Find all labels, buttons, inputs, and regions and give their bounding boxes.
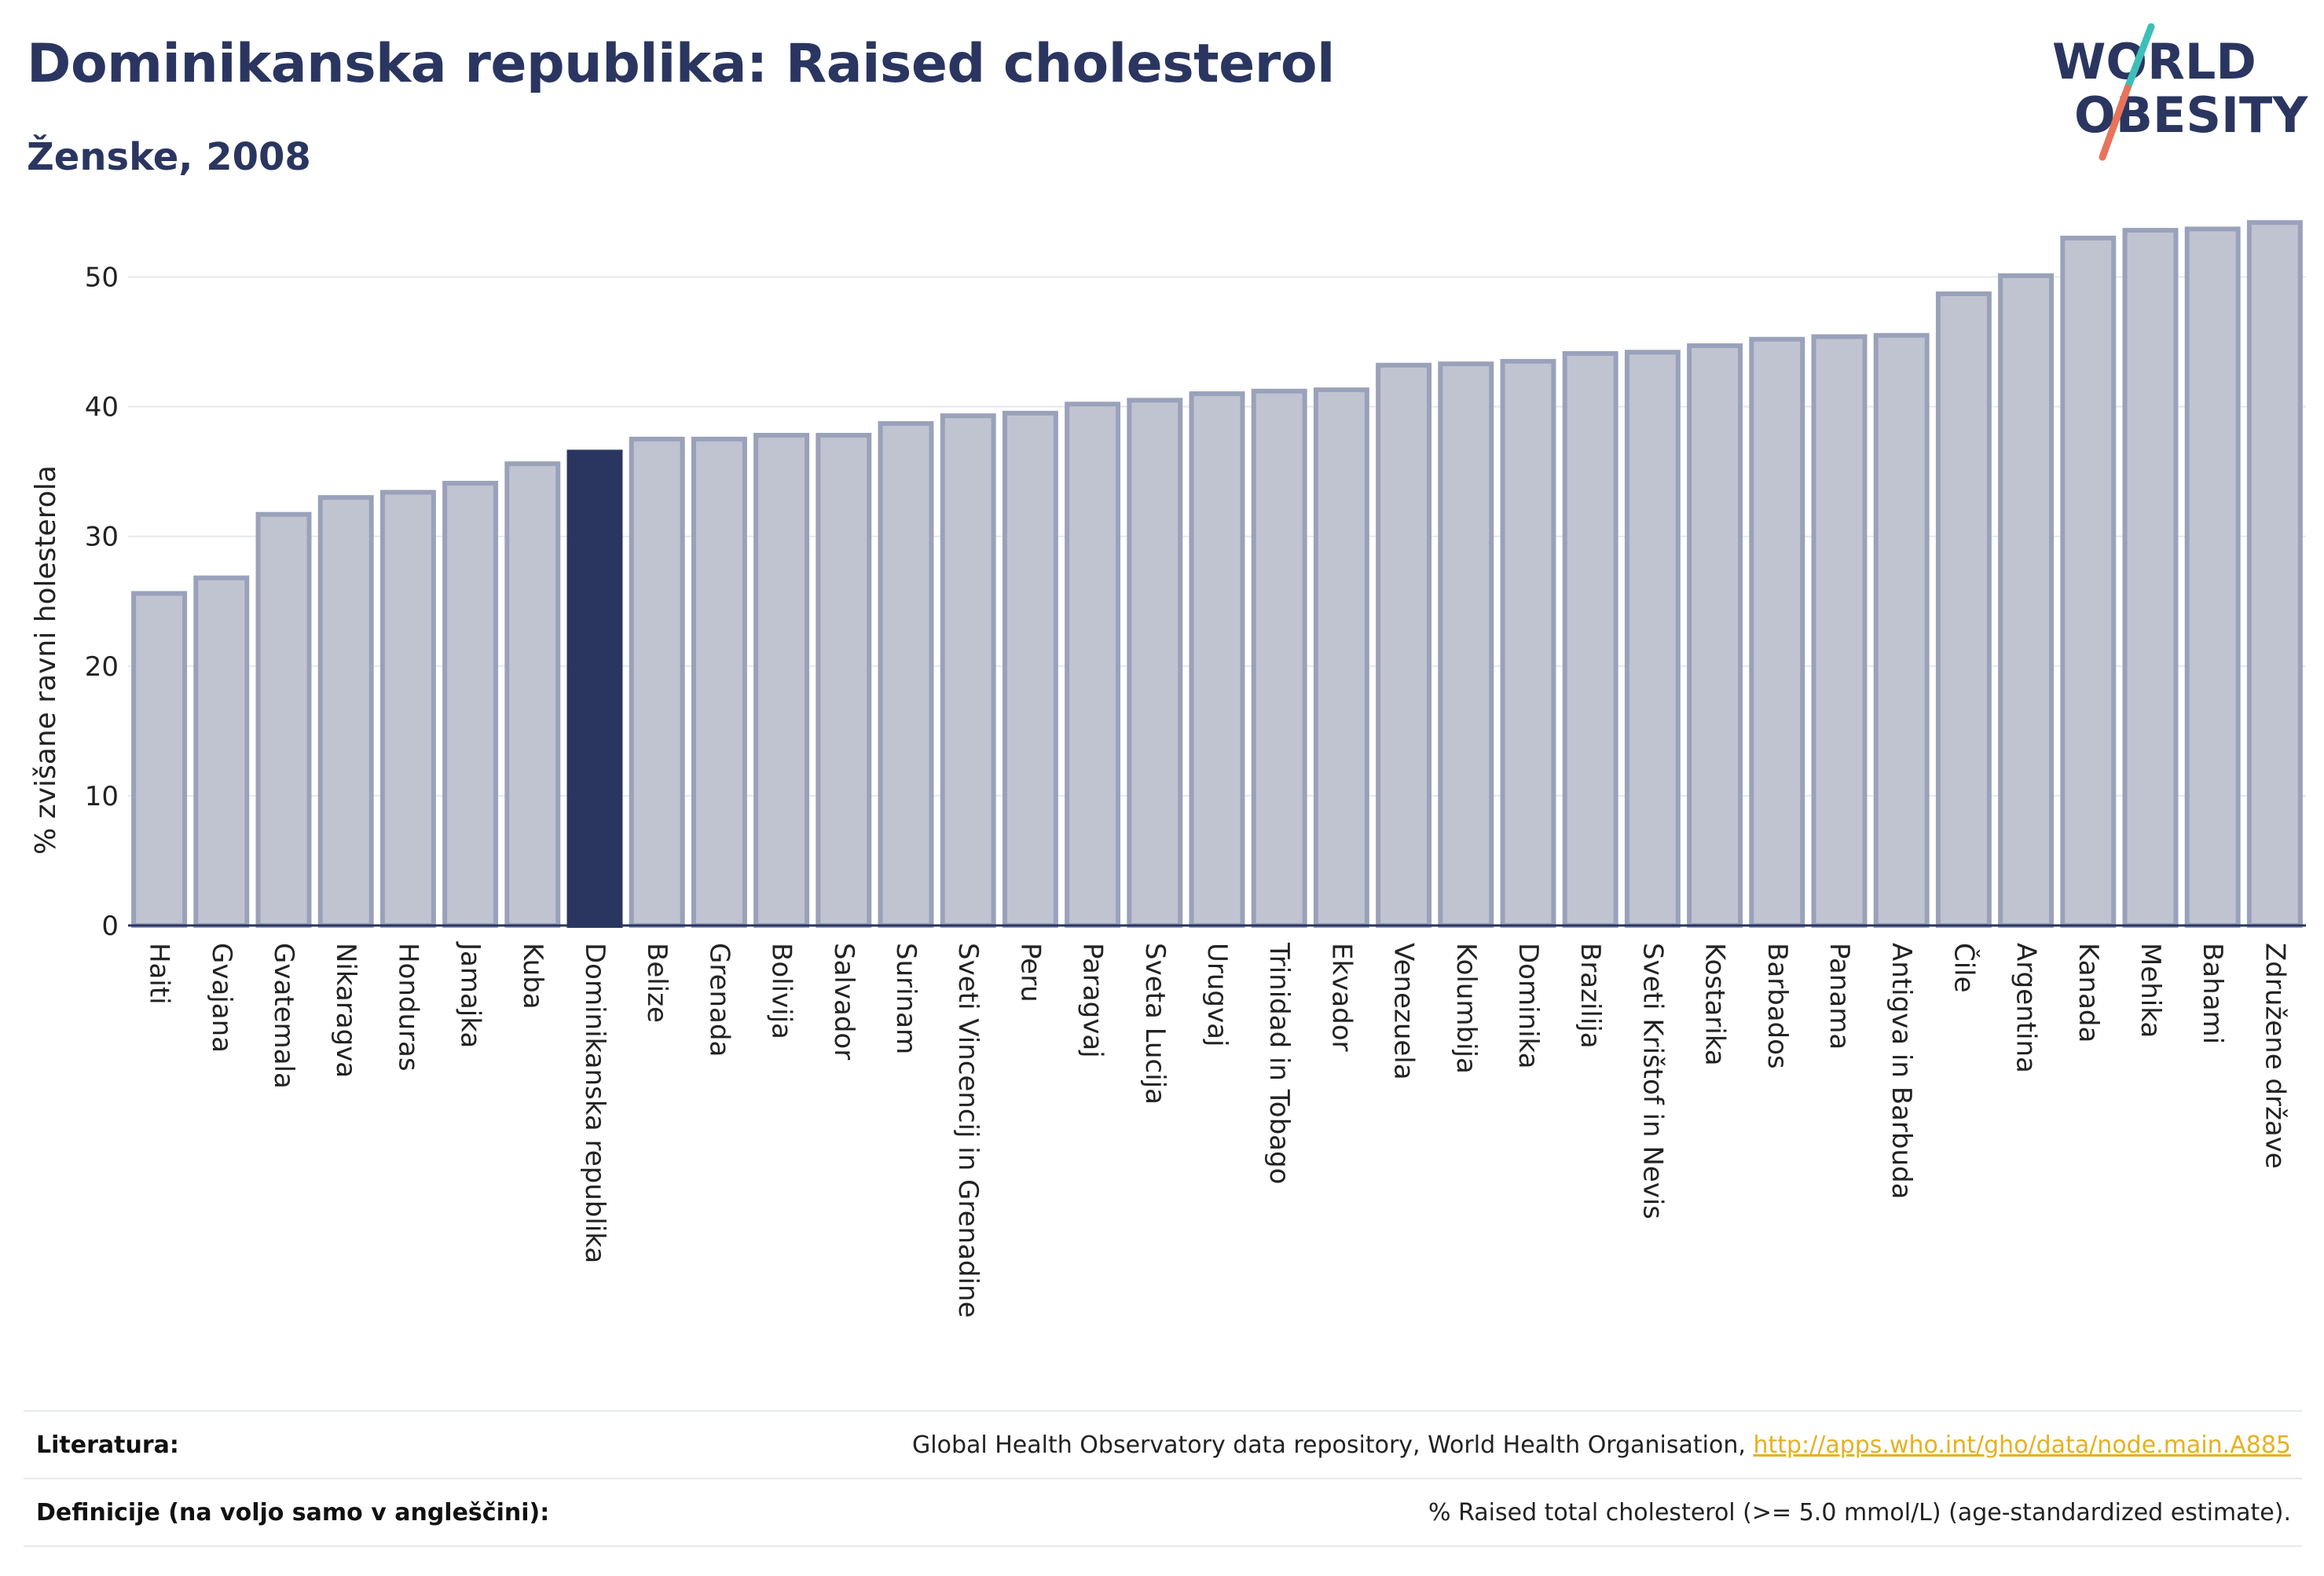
y-tick-label: 0 [101, 911, 119, 942]
x-tick-label: Paragvaj [1077, 943, 1109, 1058]
bars [131, 220, 2303, 929]
x-tick-label: Nikaragva [330, 943, 361, 1078]
x-tick-label: Grenada [703, 943, 735, 1057]
x-tick-label: Honduras [392, 943, 423, 1072]
bar[interactable] [1500, 358, 1556, 928]
bar[interactable] [629, 436, 685, 928]
y-tick-label: 20 [85, 651, 119, 683]
reference-row-source: Literatura: Global Health Observatory da… [24, 1410, 2302, 1478]
definition-text: % Raised total cholesterol (>= 5.0 mmol/… [1428, 1498, 2291, 1527]
bar-chart: 0 10 20 30 40 50 Haiti Gvajana Gvatemala Nikarag… [30, 220, 2306, 1318]
x-tick-label: Urugvaj [1201, 943, 1233, 1046]
y-tick-label: 50 [85, 262, 119, 294]
y-axis-label: % zvišane ravni holesterola [30, 465, 62, 855]
source-label: Literatura: [36, 1431, 179, 1459]
references-table: Literatura: Global Health Observatory da… [24, 1410, 2302, 1547]
logo-slash-top [2124, 23, 2155, 92]
bar[interactable] [1189, 391, 1245, 928]
bar[interactable] [255, 511, 312, 928]
bar[interactable] [131, 591, 188, 928]
source-value: Global Health Observatory data repositor… [912, 1431, 2302, 1459]
bar[interactable] [442, 481, 499, 928]
x-tick-label: Trinidad in Tobago [1263, 942, 1295, 1184]
bar[interactable] [379, 489, 436, 928]
bar[interactable] [1624, 350, 1681, 929]
x-tick-label: Sveti Krištof in Nevis [1637, 943, 1668, 1219]
bar[interactable] [1002, 410, 1058, 928]
bar[interactable] [753, 432, 810, 928]
x-tick-label: Kostarika [1699, 943, 1731, 1066]
bar[interactable] [193, 575, 250, 928]
x-tick-label: Bolivija [766, 943, 797, 1039]
bar[interactable] [816, 432, 872, 928]
x-tick-label: Jamajka [455, 941, 486, 1048]
bar[interactable] [1749, 336, 1805, 929]
x-tick-label: Sveti Vincencij in Grenadine [952, 943, 984, 1318]
reference-row-definition: Definicije (na voljo samo v angleščini):… [24, 1478, 2302, 1547]
x-tick-label: Haiti [144, 943, 175, 1005]
bar[interactable] [940, 413, 996, 928]
definition-label: Definicije (na voljo samo v angleščini): [36, 1498, 550, 1527]
x-tick-label: Kanada [2073, 943, 2104, 1043]
chart-subtitle: Ženske, 2008 [27, 135, 311, 179]
bar[interactable] [1438, 361, 1494, 928]
x-tick-label: Gvajana [206, 943, 237, 1053]
x-tick-label: Belize [641, 943, 673, 1023]
x-tick-label: Argentina [2011, 943, 2042, 1073]
x-axis-ticks: Haiti Gvajana Gvatemala Nikaragva Honduras Ja… [144, 941, 2291, 1318]
bar-highlight[interactable] [566, 449, 623, 928]
bar[interactable] [2122, 228, 2179, 928]
bar[interactable] [2060, 236, 2117, 928]
x-tick-label: Panama [1824, 943, 1855, 1050]
y-tick-label: 30 [85, 522, 119, 553]
x-tick-label: Antigva in Barbuda [1886, 943, 1917, 1199]
x-tick-label: Dominikanska republika [579, 943, 610, 1263]
x-tick-label: Surinam [890, 943, 922, 1054]
bar[interactable] [1376, 362, 1432, 929]
bar[interactable] [1562, 350, 1618, 928]
world-obesity-logo[interactable]: WORLD OBESITY [2043, 22, 2310, 163]
chart-title: Dominikanska republika: Raised cholester… [27, 33, 1335, 95]
bar[interactable] [2184, 226, 2241, 929]
x-tick-label: Kuba [517, 943, 548, 1010]
x-tick-label: Peru [1014, 943, 1046, 1002]
bar[interactable] [1811, 334, 1868, 929]
bar[interactable] [317, 495, 374, 928]
x-tick-label: Kolumbija [1450, 943, 1482, 1074]
x-tick-label: Mehika [2135, 943, 2166, 1038]
y-axis-ticks: 0 10 20 30 40 50 [85, 262, 119, 942]
bar[interactable] [504, 461, 561, 928]
bar[interactable] [1313, 387, 1369, 928]
x-tick-label: Salvador [828, 943, 860, 1060]
x-tick-label: Venezuela [1388, 943, 1420, 1080]
bar[interactable] [1687, 343, 1743, 928]
bar[interactable] [1127, 398, 1183, 928]
logo-slash-bottom [2099, 84, 2132, 161]
bar[interactable] [691, 436, 747, 928]
bar[interactable] [1935, 291, 1992, 928]
y-tick-label: 10 [85, 781, 119, 812]
x-tick-label: Ekvador [1325, 943, 1357, 1052]
x-tick-label: Združene države [2259, 943, 2290, 1169]
x-tick-label: Gvatemala [268, 943, 299, 1089]
source-link[interactable]: http://apps.who.int/gho/data/node.main.A… [1753, 1431, 2291, 1459]
x-tick-label: Brazilija [1574, 943, 1606, 1049]
x-tick-label: Barbados [1761, 943, 1793, 1069]
x-tick-label: Dominika [1512, 943, 1544, 1068]
x-tick-label: Bahami [2197, 943, 2228, 1044]
x-tick-label: Čile [1948, 943, 1980, 993]
bar[interactable] [1251, 388, 1307, 928]
bar[interactable] [1873, 332, 1930, 928]
x-tick-label: Sveta Lucija [1139, 943, 1171, 1105]
bar[interactable] [2246, 220, 2303, 928]
y-tick-label: 40 [85, 392, 119, 423]
bar[interactable] [1065, 401, 1121, 928]
logo-line1: WORLD [2052, 33, 2256, 90]
source-text: Global Health Observatory data repositor… [912, 1431, 1754, 1459]
bar[interactable] [1998, 273, 2055, 928]
bar[interactable] [878, 421, 934, 928]
